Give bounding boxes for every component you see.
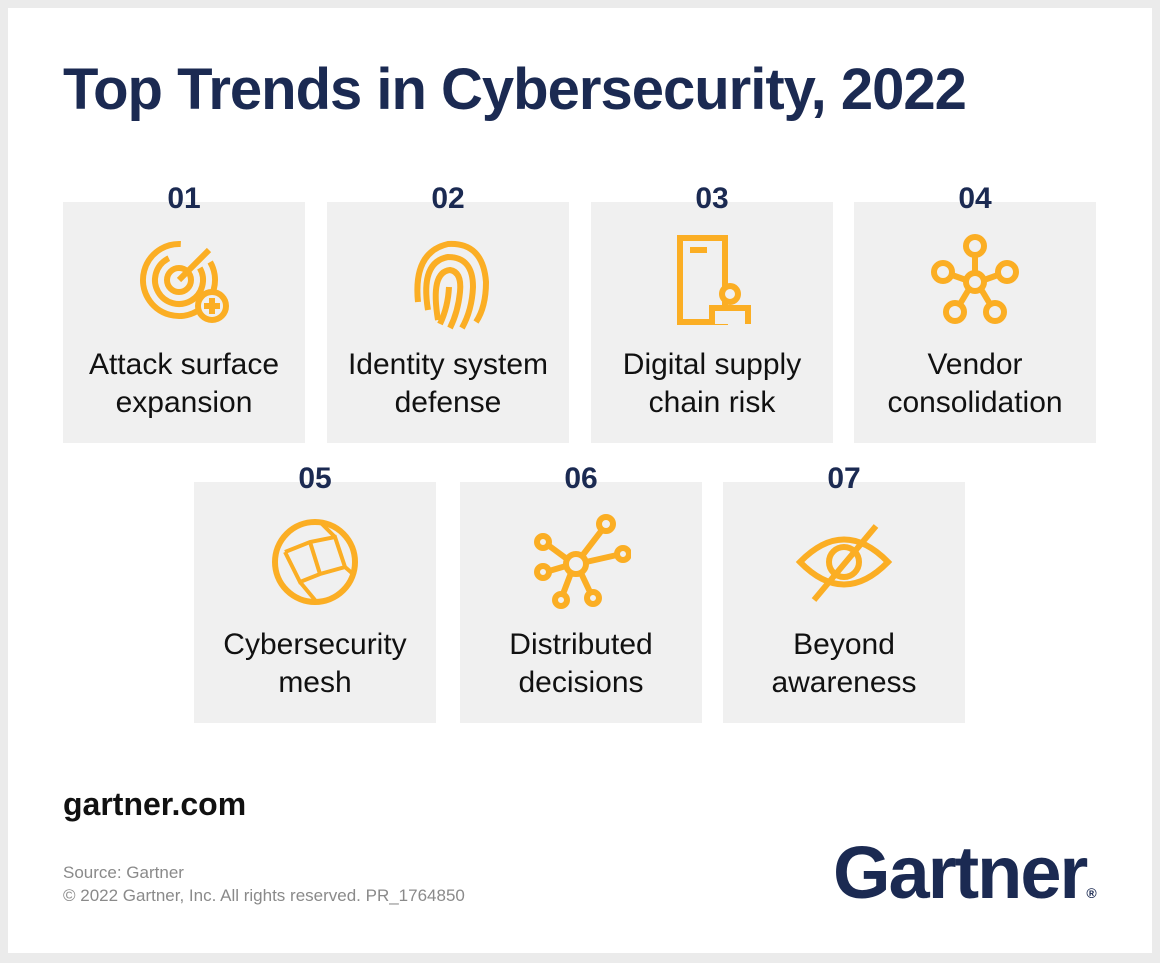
trend-label: Beyond awareness [723,626,965,702]
network-icon [534,514,631,609]
trend-label-line: Beyond [793,628,895,661]
trend-label: Distributed decisions [460,626,702,702]
trend-number: 04 [958,182,992,215]
trend-label-line: Digital supply [622,348,802,381]
trend-label: Digital supply chain risk [591,346,833,422]
trend-card: 04 Vendor consolidation [854,184,1096,443]
trend-card: 02 Identity system defense [327,184,569,443]
trend-label-line: defense [394,386,502,419]
gartner-logo: Gartner® [833,830,1097,915]
infographic [8,8,1152,953]
trend-card: 03 Digital supply chain risk [591,184,833,443]
trend-label-line: Attack surface [88,348,280,381]
trend-label-line: Distributed [509,628,653,661]
radar-plus-icon [140,241,229,323]
trend-card: 06 Distributed decisions [460,464,702,723]
eye-slash-icon [795,524,893,602]
trend-number: 05 [298,462,332,495]
trend-label: Identity system defense [327,346,569,422]
door-person-icon [677,235,751,325]
trend-card: 05 Cybersecurity mesh [194,464,436,723]
trend-label: Attack surface expansion [63,346,305,422]
trend-number: 02 [431,182,465,215]
trend-card: 01 Attack surface expansion [63,184,305,443]
fingerprint-icon [414,240,490,330]
trend-label-line: Cybersecurity [223,628,407,661]
trend-number: 07 [827,462,861,495]
trend-number: 01 [167,182,201,215]
source-note: Source: Gartner © 2022 Gartner, Inc. All… [63,861,465,907]
trend-label-line: Vendor [927,348,1023,381]
page-title: Top Trends in Cybersecurity, 2022 [63,57,967,122]
logo-text: Gartner [833,831,1088,914]
copyright-text: © 2022 Gartner, Inc. All rights reserved… [63,886,465,905]
trend-number: 03 [695,182,729,215]
source-text: Source: Gartner [63,863,184,882]
registered-mark: ® [1086,885,1097,901]
trend-label-line: consolidation [887,386,1063,419]
trend-label: Vendor consolidation [854,346,1096,422]
trend-label-line: awareness [771,666,917,699]
mesh-globe-icon [272,519,358,605]
trend-card: 07 Beyond awareness [723,464,965,723]
trend-label-line: chain risk [648,386,776,419]
trend-label-line: expansion [115,386,253,419]
trend-label-line: mesh [278,666,352,699]
hub-nodes-icon [931,234,1019,324]
trend-label: Cybersecurity mesh [194,626,436,702]
trend-number: 06 [564,462,598,495]
trend-label-line: Identity system [347,348,549,381]
site-link[interactable]: gartner.com [63,786,247,822]
trend-label-line: decisions [518,666,644,699]
